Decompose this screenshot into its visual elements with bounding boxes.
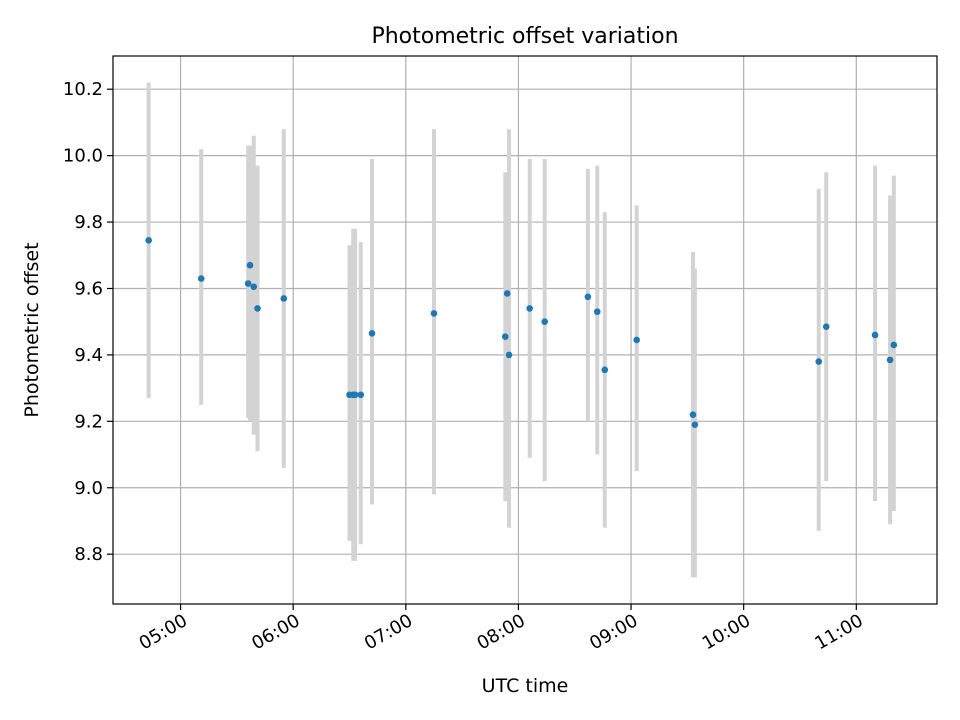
data-point (815, 358, 823, 365)
y-axis: 8.8 9.0 9.2 9.4 9.6 9.8 10.0 10.2 (63, 79, 113, 565)
data-point (501, 333, 509, 340)
x-tick-label: 09:00 (586, 610, 641, 654)
y-axis-label: Photometric offset (21, 242, 43, 417)
data-point (822, 323, 830, 330)
data-points (145, 237, 898, 428)
data-point (351, 391, 359, 399)
x-tick-label: 06:00 (248, 610, 303, 654)
y-tick-label: 10.0 (63, 146, 103, 167)
x-tick-label: 07:00 (361, 610, 416, 654)
data-point (633, 336, 640, 344)
data-point (368, 330, 376, 337)
data-point (357, 391, 365, 399)
chart-title: Photometric offset variation (371, 24, 678, 49)
data-point (584, 293, 592, 301)
data-point (886, 356, 894, 364)
data-point (430, 310, 438, 317)
data-point (503, 290, 511, 297)
data-point (890, 341, 898, 349)
x-tick-label: 11:00 (811, 610, 866, 654)
data-point (871, 331, 879, 339)
data-point (244, 280, 252, 287)
data-point (246, 261, 254, 269)
data-point (689, 411, 697, 418)
y-tick-label: 9.4 (74, 345, 103, 366)
y-tick-label: 10.2 (63, 79, 103, 100)
grid (113, 56, 937, 604)
x-tick-label: 05:00 (136, 610, 191, 654)
y-tick-label: 9.8 (74, 212, 103, 233)
error-bars (146, 82, 896, 578)
data-point (254, 305, 261, 312)
x-axis: 05:00 06:00 07:00 08:00 09:00 10:00 11:00 (136, 604, 867, 654)
x-tick-label: 08:00 (474, 610, 529, 654)
y-tick-label: 9.6 (74, 278, 103, 299)
data-point (145, 237, 152, 244)
x-axis-label: UTC time (482, 675, 569, 697)
data-point (505, 351, 513, 359)
plot-frame (112, 55, 938, 605)
y-tick-label: 9.2 (74, 411, 103, 432)
y-tick-label: 8.8 (74, 544, 103, 565)
data-point (526, 305, 533, 312)
data-point (593, 308, 601, 316)
y-tick-label: 9.0 (74, 478, 103, 499)
data-point (601, 366, 609, 374)
data-point (280, 295, 288, 302)
data-point (197, 275, 205, 282)
data-point (250, 283, 258, 291)
data-point (691, 421, 699, 428)
x-tick-label: 10:00 (699, 610, 754, 654)
data-point (541, 318, 549, 325)
